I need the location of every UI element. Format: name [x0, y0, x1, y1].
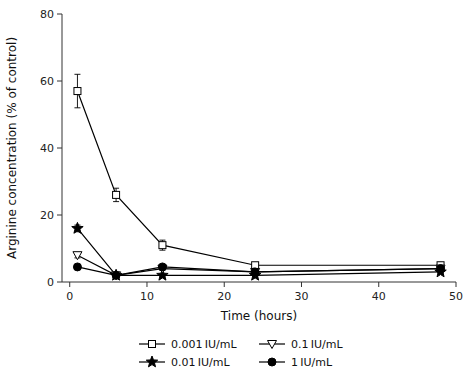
marker [73, 263, 81, 271]
error-bar [113, 188, 119, 201]
x-tick-label: 20 [217, 290, 231, 303]
x-tick-label: 50 [449, 290, 463, 303]
x-axis [62, 282, 456, 283]
legend-label: 0.01 IU/mL [171, 356, 230, 369]
plot-area [72, 74, 447, 280]
x-tick [146, 282, 147, 287]
marker [112, 271, 120, 279]
y-tick [57, 282, 62, 283]
y-tick [57, 81, 62, 82]
series [73, 252, 445, 280]
error-bar [159, 240, 165, 250]
x-tick [224, 282, 225, 287]
y-tick-label: 80 [40, 8, 54, 21]
chart: 0 10 20 30 40 50 0 20 40 60 80 Time (hours) Arginine… [0, 0, 474, 382]
marker [73, 252, 82, 260]
y-tick [57, 14, 62, 15]
y-tick-label: 40 [40, 142, 54, 155]
y-tick-label: 20 [40, 209, 54, 222]
line [77, 91, 440, 265]
x-tick [301, 282, 302, 287]
marker [251, 268, 259, 276]
marker [158, 263, 166, 271]
legend: 0.001 IU/mL 0.01 IU/mL 0.1 IU/mL 1 IU/mL [139, 338, 343, 369]
y-tick [57, 148, 62, 149]
marker [74, 88, 81, 95]
marker [436, 265, 445, 273]
series [72, 222, 447, 280]
legend-marker [268, 341, 277, 349]
x-tick-label: 40 [372, 290, 386, 303]
x-tick [456, 282, 457, 287]
line [77, 255, 440, 275]
x-tick-label: 10 [140, 290, 154, 303]
marker [113, 191, 120, 198]
marker [251, 268, 260, 276]
x-tick-label: 0 [66, 290, 73, 303]
series [74, 74, 444, 268]
y-tick-label: 60 [40, 75, 54, 88]
y-axis [62, 14, 63, 282]
line [77, 267, 440, 275]
x-tick [69, 282, 70, 287]
marker [437, 265, 445, 273]
x-axis-label: Time (hours) [220, 309, 297, 323]
legend-marker [149, 341, 156, 348]
series [73, 263, 444, 279]
legend-label: 0.1 IU/mL [291, 338, 343, 351]
error-bar [74, 74, 80, 108]
legend-label: 0.001 IU/mL [171, 338, 237, 351]
marker [112, 272, 121, 280]
legend-marker [146, 356, 157, 367]
marker [72, 222, 83, 233]
y-axis-label: Arginine concentration (% of control) [5, 37, 19, 259]
legend-marker [268, 358, 276, 366]
y-tick-label: 0 [47, 276, 54, 289]
marker [159, 242, 166, 249]
legend-label: 1 IU/mL [291, 356, 333, 369]
y-tick [57, 215, 62, 216]
x-tick-label: 30 [294, 290, 308, 303]
x-tick [378, 282, 379, 287]
marker [110, 269, 121, 280]
